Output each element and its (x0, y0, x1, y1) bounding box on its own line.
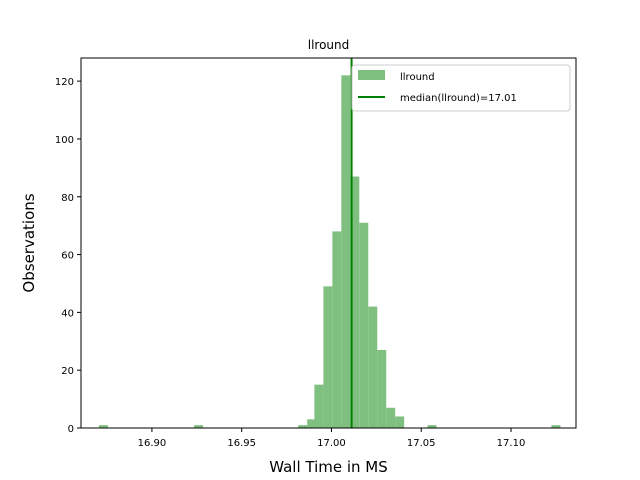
histogram-bar (359, 222, 369, 428)
y-tick-label: 100 (55, 135, 74, 146)
histogram-bar (377, 349, 387, 428)
histogram-bar (307, 419, 317, 428)
x-tick-label: 17.10 (497, 438, 526, 449)
histogram-bar (551, 425, 561, 428)
histogram-bar (395, 416, 405, 428)
histogram-bar (298, 425, 308, 428)
legend-swatch-histogram (358, 70, 385, 80)
histogram-bar (323, 286, 333, 428)
y-tick-label: 40 (61, 308, 74, 319)
plot-area (80, 57, 577, 429)
histogram-bars (98, 75, 561, 428)
x-tick-label: 16.90 (138, 438, 167, 449)
y-tick-label: 60 (61, 251, 74, 262)
legend-label-median: median(llround)=17.01 (400, 93, 517, 104)
legend-label-histogram: llround (400, 72, 435, 83)
histogram-bar (427, 425, 437, 428)
y-tick-label: 80 (61, 193, 74, 204)
x-axis-label: Wall Time in MS (269, 458, 388, 476)
plot-frame (80, 57, 577, 429)
histogram-bar (350, 176, 360, 428)
histogram-bar (194, 425, 204, 428)
y-tick-label: 0 (68, 424, 74, 435)
chart-title: llround (308, 38, 350, 52)
x-tick-label: 17.05 (407, 438, 436, 449)
legend-box (351, 64, 571, 112)
x-tick-label: 17.00 (317, 438, 346, 449)
y-axis-ticks: 0 20 40 60 80 100 120 (55, 77, 81, 435)
y-axis-label: Observations (20, 193, 38, 292)
x-axis-ticks: 16.90 16.95 17.00 17.05 17.10 (138, 428, 526, 449)
y-tick-label: 20 (61, 366, 74, 377)
histogram-bar (368, 306, 378, 428)
x-tick-label: 16.95 (227, 438, 256, 449)
legend: llround median(llround)=17.01 (351, 64, 571, 112)
histogram-bar (98, 425, 108, 428)
histogram-bar (332, 231, 342, 428)
histogram-bar (386, 407, 396, 428)
histogram-bar (314, 384, 324, 428)
histogram-bar (341, 75, 351, 428)
y-tick-label: 120 (55, 77, 74, 88)
